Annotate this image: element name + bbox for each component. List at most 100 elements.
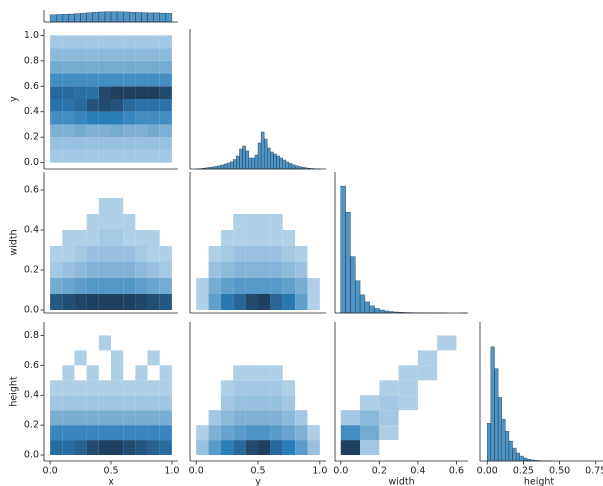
hist2d-cell xyxy=(159,60,172,74)
hist2d-cell xyxy=(147,294,160,310)
hist2d-cell xyxy=(98,35,111,49)
hist2d-cell xyxy=(86,395,99,411)
hist2d-cell xyxy=(74,73,87,87)
x-tick-label: 0.75 xyxy=(585,466,603,477)
y-tick-label: 0.0 xyxy=(24,305,39,316)
hist2d-cell xyxy=(233,182,245,198)
hist2d-cell xyxy=(208,246,221,262)
hist2d-cell xyxy=(50,86,63,99)
x-axis-label: y xyxy=(255,477,261,486)
hist2d-cell xyxy=(295,335,307,350)
hist2d-cell xyxy=(159,99,172,112)
hist2d-cell xyxy=(418,395,437,410)
hist2d-cell xyxy=(295,182,307,198)
hist2d-cell xyxy=(159,137,172,150)
hist2d-cell xyxy=(208,440,221,456)
hist-bar xyxy=(345,212,351,314)
hist2d-cell xyxy=(74,294,87,310)
hist2d-cell xyxy=(341,335,360,350)
hist2d-cell xyxy=(220,246,234,262)
hist2d-cell xyxy=(123,425,136,441)
hist2d-cell xyxy=(159,246,172,262)
hist2d-cell xyxy=(98,99,111,112)
hist2d-cell xyxy=(111,440,124,456)
hist2d-cell xyxy=(258,410,271,426)
hist-bar xyxy=(233,159,237,170)
hist2d-cell xyxy=(74,440,87,456)
hist2d-cell xyxy=(270,198,282,214)
x-tick-label: 0.0 xyxy=(333,466,348,477)
hist-bar xyxy=(519,455,524,462)
hist2d-cell xyxy=(74,365,86,380)
hist2d-cell xyxy=(98,230,111,246)
hist2d-cell xyxy=(283,365,295,380)
hist2d-cell xyxy=(196,262,208,278)
hist-bar xyxy=(98,11,106,23)
hist2d-cell xyxy=(270,230,283,246)
hist2d-cell xyxy=(111,86,124,99)
hist2d-cell xyxy=(111,149,124,163)
hist2d-cell xyxy=(135,294,148,310)
hist2d-cell xyxy=(98,395,111,411)
hist2d-cell xyxy=(111,410,124,426)
hist2d-cell xyxy=(209,198,221,214)
hist2d-cell xyxy=(98,111,111,125)
hist2d-cell xyxy=(437,440,456,455)
hist2d-cell xyxy=(159,262,172,278)
hist2d-cell xyxy=(221,365,233,380)
hist2d-cell xyxy=(379,365,398,380)
hist2d-cell xyxy=(208,294,221,310)
hist2d-cell xyxy=(437,350,456,365)
hist2d-cell xyxy=(86,410,99,426)
hist2d-cell xyxy=(295,246,308,262)
hist-bar xyxy=(355,280,361,314)
hist2d-cell xyxy=(147,278,160,294)
x-tick-label: 0.2 xyxy=(372,466,387,477)
hist2d-cell xyxy=(220,410,234,426)
x-tick-label: 0.00 xyxy=(477,466,498,477)
hist2d-cell xyxy=(159,294,172,310)
hist2d-cell xyxy=(270,246,283,262)
hist2d-cell xyxy=(86,35,99,49)
hist2d-cell xyxy=(258,440,271,456)
hist2d-cell xyxy=(86,365,99,381)
hist2d-cell xyxy=(74,278,87,294)
hist2d-cell xyxy=(159,111,172,125)
hist2d-cell xyxy=(295,395,307,410)
hist2d-cell xyxy=(196,335,208,350)
hist2d-cell xyxy=(123,99,136,112)
hist2d-cell xyxy=(123,73,136,87)
hist-bar xyxy=(236,155,240,170)
hist2d-cell xyxy=(399,425,418,440)
hist2d-cell xyxy=(148,182,160,198)
hist2d-cell xyxy=(135,60,148,74)
hist2d-cell xyxy=(50,365,62,380)
hist-bar xyxy=(288,163,293,170)
hist2d-cell xyxy=(98,440,111,456)
hist2d-cell xyxy=(62,182,74,198)
hist2d-cell xyxy=(86,124,99,138)
hist2d-cell xyxy=(233,230,246,246)
hist2d-cell xyxy=(258,198,270,214)
hist2d-cell xyxy=(74,137,87,150)
x-tick-label: 0.50 xyxy=(549,466,570,477)
hist2d-cell xyxy=(307,350,319,365)
hist2d-cell xyxy=(62,410,75,426)
hist2d-cell xyxy=(135,35,148,49)
hist2d-cell xyxy=(270,350,282,365)
hist2d-cell xyxy=(270,294,283,310)
hist2d-cell xyxy=(74,35,87,49)
hist2d-cell xyxy=(209,395,221,410)
hist2d-cell xyxy=(135,124,148,138)
hist-bar xyxy=(279,157,283,170)
hist-bar xyxy=(512,447,517,462)
hist2d-cell xyxy=(160,230,172,246)
hist2d-cell xyxy=(295,365,307,380)
hist-bar xyxy=(282,159,287,170)
hist2d-cell xyxy=(111,350,124,366)
y-tick-label: 1.0 xyxy=(24,30,39,41)
hist2d-cell xyxy=(360,380,379,395)
y-tick-label: 0.6 xyxy=(24,360,39,371)
hist2d-cell xyxy=(360,395,380,411)
hist2d-cell xyxy=(62,86,75,99)
